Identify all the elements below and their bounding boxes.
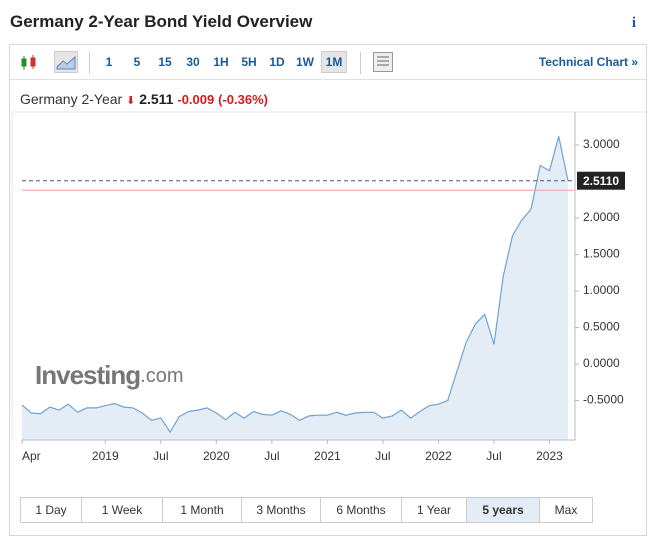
- y-tick-label: 3.0000: [583, 137, 620, 151]
- range-button[interactable]: 1 Month: [163, 498, 242, 522]
- y-tick-label: 2.0000: [583, 210, 620, 224]
- settings-icon[interactable]: [373, 52, 393, 72]
- interval-button[interactable]: 1D: [269, 55, 285, 69]
- line: [21, 136, 569, 434]
- change: -0.009: [177, 92, 215, 107]
- watermark-brand: Investing: [35, 360, 140, 390]
- range-button[interactable]: Max: [554, 503, 578, 517]
- chart: Investing.com 2.5110 -0.5000 0.0000 0.5000 1.…: [11, 111, 646, 463]
- instrument-name: Germany 2-Year: [20, 91, 123, 107]
- range-button[interactable]: 6 Months: [321, 498, 402, 522]
- y-tick-label: 1.0000: [583, 283, 620, 297]
- range-button[interactable]: 5 years: [467, 498, 540, 522]
- technical-chart-link[interactable]: Technical Chart »: [538, 55, 638, 69]
- x-tick-label: 2023: [536, 449, 563, 463]
- interval-button[interactable]: 30: [186, 55, 200, 69]
- range-button[interactable]: 3 Months: [242, 498, 321, 522]
- quote: Germany 2-Year ⬇ 2.511 -0.009 (-0.36%): [20, 91, 268, 107]
- interval-button[interactable]: 1W: [296, 55, 314, 69]
- area-icon[interactable]: [54, 51, 78, 73]
- x-tick-label: 2021: [314, 449, 341, 463]
- interval-button[interactable]: 1H: [213, 55, 229, 69]
- y-tick-label: -0.5000: [583, 393, 624, 407]
- y-tick-label: 1.5000: [583, 247, 620, 261]
- price: 2.511: [139, 91, 174, 107]
- interval-button[interactable]: 5: [133, 55, 141, 69]
- toolbar: Technical Chart » 1 5 15 30 1H 5H 1D 1W 1M: [10, 46, 646, 80]
- x-tick-label: 2022: [425, 449, 452, 463]
- last-price-box: [577, 171, 625, 190]
- title: Germany 2-Year Bond Yield Overview: [10, 12, 313, 31]
- candle-icon[interactable]: [20, 54, 38, 72]
- range-button[interactable]: 1 Year: [402, 498, 467, 522]
- interval-button[interactable]: 1: [105, 55, 113, 69]
- range-button[interactable]: 1 Day: [21, 498, 82, 522]
- widget-frame: [9, 44, 647, 536]
- x-tick-label: Apr: [22, 449, 41, 463]
- last-price-label: 2.5110: [583, 174, 619, 188]
- y-tick-label: 0.5000: [583, 320, 620, 334]
- range-buttons: 1 Day 1 Week 1 Month 3 Months 6 Months 1 Year…: [20, 497, 593, 523]
- x-tick-label: Jul: [486, 449, 501, 463]
- change-percent: (-0.36%): [218, 92, 268, 107]
- interval-button[interactable]: 5H: [241, 55, 257, 69]
- y-tick-label: 0.0000: [583, 356, 620, 370]
- watermark-suffix: .com: [140, 365, 183, 387]
- x-tick-label: Jul: [375, 449, 390, 463]
- interval-button[interactable]: 15: [158, 55, 172, 69]
- x-tick-label: 2019: [92, 449, 119, 463]
- x-tick-label: Jul: [153, 449, 168, 463]
- info-button[interactable]: i: [631, 15, 637, 31]
- x-tick-label: 2020: [203, 449, 230, 463]
- down-arrow: ⬇: [126, 95, 136, 107]
- watermark: Investing.com: [35, 360, 183, 390]
- range-button[interactable]: 1 Week: [82, 498, 163, 522]
- area: [22, 136, 568, 441]
- x-tick-label: Jul: [264, 449, 279, 463]
- interval-button[interactable]: 1M: [321, 51, 347, 73]
